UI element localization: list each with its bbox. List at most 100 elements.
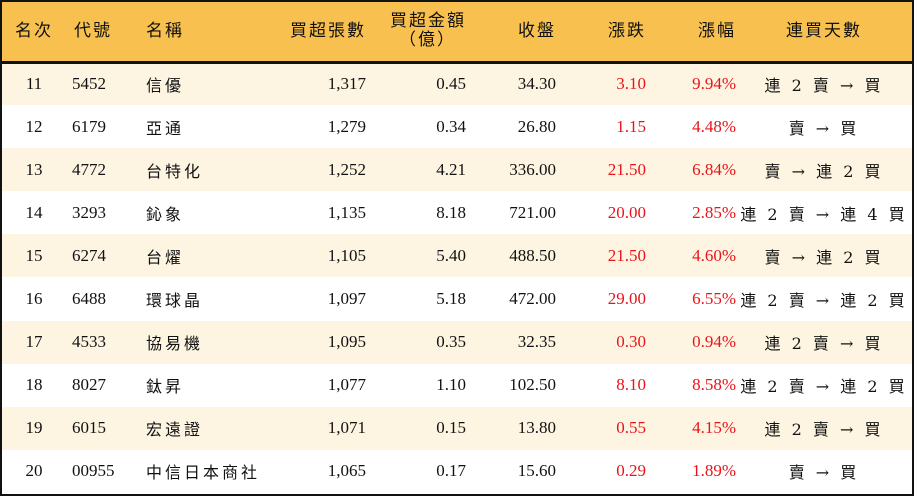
close-price-cell: 721.00	[509, 202, 556, 222]
close-price-cell: 13.80	[517, 418, 556, 438]
table-row: 14 3293 鈊象 1,135 8.18 721.00 20.00 2.85% 連 2 賣 →…	[2, 191, 912, 234]
table-row: 19 6015 宏遠證 1,071 0.15 13.80 0.55 4.15% 連 2 賣 → …	[2, 406, 912, 450]
streak-cell: 連 2 賣 → 買	[764, 420, 884, 440]
net-buy-lots-cell: 1,279	[327, 116, 366, 136]
change-cell: 1.15	[616, 116, 646, 136]
table-row: 17 4533 協易機 1,095 0.35 32.35 0.30 0.94% 連 2 賣 → …	[2, 320, 912, 364]
net-buy-amount-cell: 5.18	[436, 289, 466, 309]
net-buy-lots-cell: 1,065	[327, 461, 366, 481]
name-cell: 協易機	[146, 334, 204, 354]
change-pct-cell: 8.58%	[692, 375, 736, 395]
change-cell: 20.00	[607, 202, 646, 222]
streak-cell: 連 2 賣 → 買	[764, 76, 884, 96]
name-cell: 台特化	[146, 161, 204, 181]
rank-cell: 12	[25, 116, 43, 136]
table-row: 13 4772 台特化 1,252 4.21 336.00 21.50 6.84% 賣 → 連 …	[2, 148, 912, 192]
header-rank: 名次	[15, 20, 53, 41]
net-buy-amount-cell: 0.17	[436, 461, 466, 481]
net-buy-amount-cell: 0.15	[436, 418, 466, 438]
header-net-buy-amount: 買超金額 （億）	[366, 2, 466, 62]
close-price-cell: 102.50	[509, 375, 556, 395]
name-cell: 宏遠證	[146, 420, 204, 440]
change-cell: 0.30	[616, 332, 646, 352]
net-buy-lots-cell: 1,095	[327, 332, 366, 352]
net-buy-lots-cell: 1,105	[327, 245, 366, 265]
code-cell: 6015	[72, 418, 106, 438]
header-change: 漲跌	[608, 20, 646, 41]
streak-cell: 賣 → 連 2 買	[764, 247, 884, 267]
close-price-cell: 34.30	[517, 74, 556, 94]
net-buy-lots-cell: 1,097	[327, 289, 366, 309]
close-price-cell: 472.00	[509, 289, 556, 309]
rank-cell: 11	[25, 74, 43, 94]
change-pct-cell: 2.85%	[692, 202, 736, 222]
streak-cell: 連 2 賣 → 買	[764, 334, 884, 354]
change-cell: 0.29	[616, 461, 646, 481]
change-pct-cell: 4.48%	[692, 116, 736, 136]
rank-cell: 18	[25, 375, 43, 395]
change-cell: 8.10	[616, 375, 646, 395]
net-buy-lots-cell: 1,135	[327, 202, 366, 222]
table-row: 12 6179 亞通 1,279 0.34 26.80 1.15 4.48% 賣 → 買	[2, 105, 912, 148]
net-buy-amount-cell: 4.21	[436, 159, 466, 179]
streak-cell: 賣 → 連 2 買	[764, 161, 884, 181]
change-pct-cell: 9.94%	[692, 74, 736, 94]
rank-cell: 14	[25, 202, 43, 222]
header-name: 名稱	[146, 20, 184, 41]
header-net-buy-lots: 買超張數	[290, 20, 366, 41]
code-cell: 00955	[72, 461, 115, 481]
header-close: 收盤	[518, 20, 556, 41]
streak-cell: 賣 → 買	[788, 118, 860, 138]
close-price-cell: 15.60	[517, 461, 556, 481]
table-row: 16 6488 環球晶 1,097 5.18 472.00 29.00 6.55% 連 2 賣 …	[2, 277, 912, 320]
net-buy-amount-cell: 0.35	[436, 332, 466, 352]
net-buy-amount-cell: 5.40	[436, 245, 466, 265]
header-code: 代號	[74, 20, 112, 41]
close-price-cell: 336.00	[509, 159, 556, 179]
rank-cell: 16	[25, 289, 43, 309]
rank-cell: 17	[25, 332, 43, 352]
change-cell: 29.00	[607, 289, 646, 309]
name-cell: 環球晶	[146, 291, 204, 311]
streak-cell: 賣 → 買	[788, 463, 860, 483]
net-buy-amount-cell: 0.45	[436, 74, 466, 94]
change-pct-cell: 4.60%	[692, 245, 736, 265]
net-buy-amount-cell: 1.10	[436, 375, 466, 395]
name-cell: 亞通	[146, 118, 185, 138]
change-cell: 3.10	[616, 74, 646, 94]
name-cell: 鈊象	[146, 204, 185, 224]
code-cell: 4533	[72, 332, 106, 352]
rank-cell: 19	[25, 418, 43, 438]
header-net-buy-amount-label: 買超金額	[390, 11, 466, 32]
net-buy-lots-cell: 1,071	[327, 418, 366, 438]
header-net-buy-amount-unit: （億）	[399, 30, 456, 51]
code-cell: 6179	[72, 116, 106, 136]
code-cell: 6488	[72, 289, 106, 309]
change-pct-cell: 4.15%	[692, 418, 736, 438]
close-price-cell: 488.50	[509, 245, 556, 265]
change-cell: 0.55	[616, 418, 646, 438]
net-buy-amount-cell: 8.18	[436, 202, 466, 222]
name-cell: 台燿	[146, 247, 185, 267]
change-pct-cell: 6.55%	[692, 289, 736, 309]
change-pct-cell: 6.84%	[692, 159, 736, 179]
streak-cell: 連 2 賣 → 連 2 買	[740, 377, 908, 397]
rank-cell: 20	[25, 461, 43, 481]
change-pct-cell: 0.94%	[692, 332, 736, 352]
code-cell: 4772	[72, 159, 106, 179]
name-cell: 鈦昇	[146, 377, 185, 397]
code-cell: 6274	[72, 245, 106, 265]
close-price-cell: 32.35	[517, 332, 556, 352]
name-cell: 中信日本商社	[146, 463, 261, 483]
code-cell: 5452	[72, 74, 106, 94]
net-buy-amount-cell: 0.34	[436, 116, 466, 136]
close-price-cell: 26.80	[517, 116, 556, 136]
header-change-pct: 漲幅	[698, 20, 736, 41]
change-cell: 21.50	[607, 245, 646, 265]
header-row: 名次 代號 名稱 買超張數 買超金額 （億） 收盤 漲跌 漲幅 連買天數	[2, 2, 912, 62]
header-streak: 連買天數	[786, 20, 862, 41]
table-row: 18 8027 鈦昇 1,077 1.10 102.50 8.10 8.58% 連 2 賣 → …	[2, 364, 912, 407]
streak-cell: 連 2 賣 → 連 4 買	[740, 204, 908, 224]
